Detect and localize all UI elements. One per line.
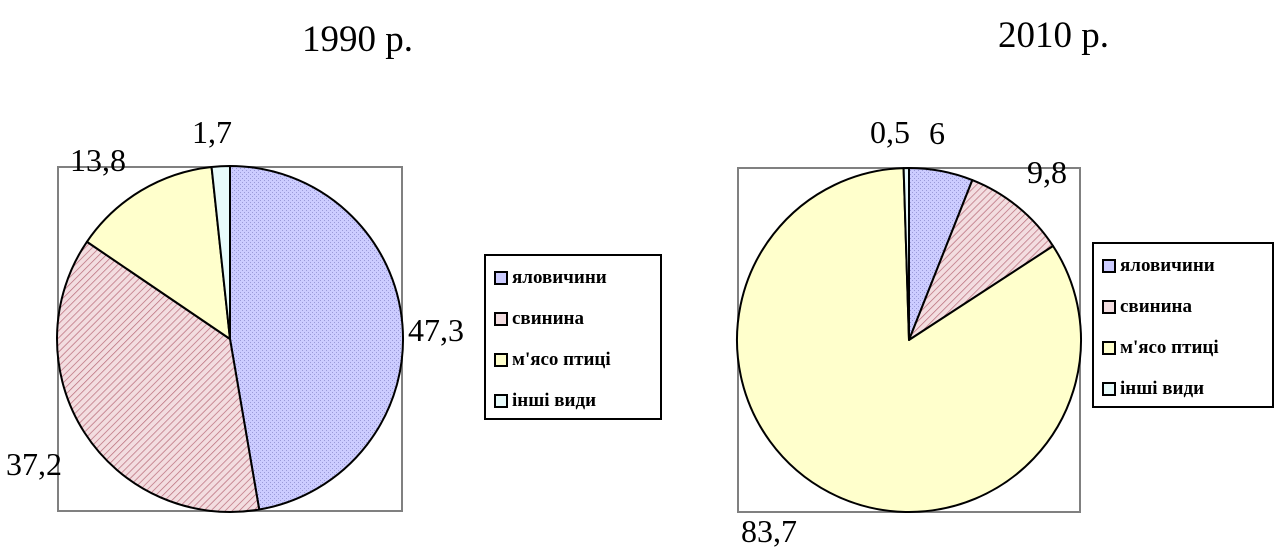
legend-item-pork: свинина [1102, 295, 1192, 319]
legend-swatch-poultry [494, 353, 508, 367]
data-label-poultry: 13,8 [70, 142, 126, 178]
data-label-poultry: 83,7 [741, 513, 797, 547]
legend-label: інші види [512, 390, 597, 411]
legend-label: яловичини [1120, 255, 1215, 276]
legend-swatch-pork [494, 312, 508, 326]
legend-swatch-poultry [1102, 341, 1116, 355]
data-label-pork: 37,2 [6, 446, 62, 482]
slice-pork [56, 240, 261, 513]
legend-label: яловичини [512, 267, 607, 288]
legend-label: свинина [1120, 296, 1192, 317]
legend-item-beef: яловичини [1102, 254, 1215, 278]
slice-poultry [85, 165, 231, 340]
data-label-beef: 47,3 [408, 312, 464, 348]
legend-item-poultry: м'ясо птиці [1102, 336, 1219, 360]
legend-label: інші види [1120, 378, 1205, 399]
legend-label: м'ясо птиці [1120, 337, 1219, 358]
chart-title: 1990 р. [302, 19, 413, 60]
data-label-other: 1,7 [192, 114, 232, 150]
legend-label: м'ясо птиці [512, 349, 611, 370]
data-label-other: 0,5 [870, 114, 910, 150]
legend-swatch-pork [1102, 300, 1116, 314]
data-label-beef: 6 [929, 115, 945, 151]
slice-beef [229, 165, 405, 511]
legend-item-other: інші види [494, 389, 596, 413]
slice-other [902, 166, 910, 341]
chart-1990: 1990 р. 47,3 37,2 13,8 1,7 яловичини свинин… [6, 19, 662, 513]
legend-swatch-beef [1102, 259, 1116, 273]
pie-chart-svg: 47,3 37,2 13,8 1,7 [6, 114, 464, 513]
legend-item-pork: свинина [494, 307, 584, 331]
legend: яловичини свинина м'ясо птиці інші види [484, 254, 662, 420]
legend-swatch-other [1102, 382, 1116, 396]
legend-swatch-beef [494, 271, 508, 285]
slice-pork [908, 179, 1055, 341]
legend-item-beef: яловичини [494, 266, 607, 290]
slice-other [210, 165, 231, 340]
legend-item-poultry: м'ясо птиці [494, 348, 611, 372]
chart-title: 2010 р. [998, 15, 1109, 56]
legend: яловичини свинина м'ясо птиці інші види [1092, 242, 1274, 408]
legend-swatch-other [494, 394, 508, 408]
pie-chart-svg: 6 9,8 83,7 0,5 [736, 114, 1082, 547]
legend-label: свинина [512, 308, 584, 329]
legend-item-other: інші види [1102, 377, 1204, 401]
data-label-pork: 9,8 [1027, 154, 1067, 190]
chart-2010: 2010 р. 6 9,8 83,7 0,5 яловичини свинина м'… [680, 0, 1274, 547]
